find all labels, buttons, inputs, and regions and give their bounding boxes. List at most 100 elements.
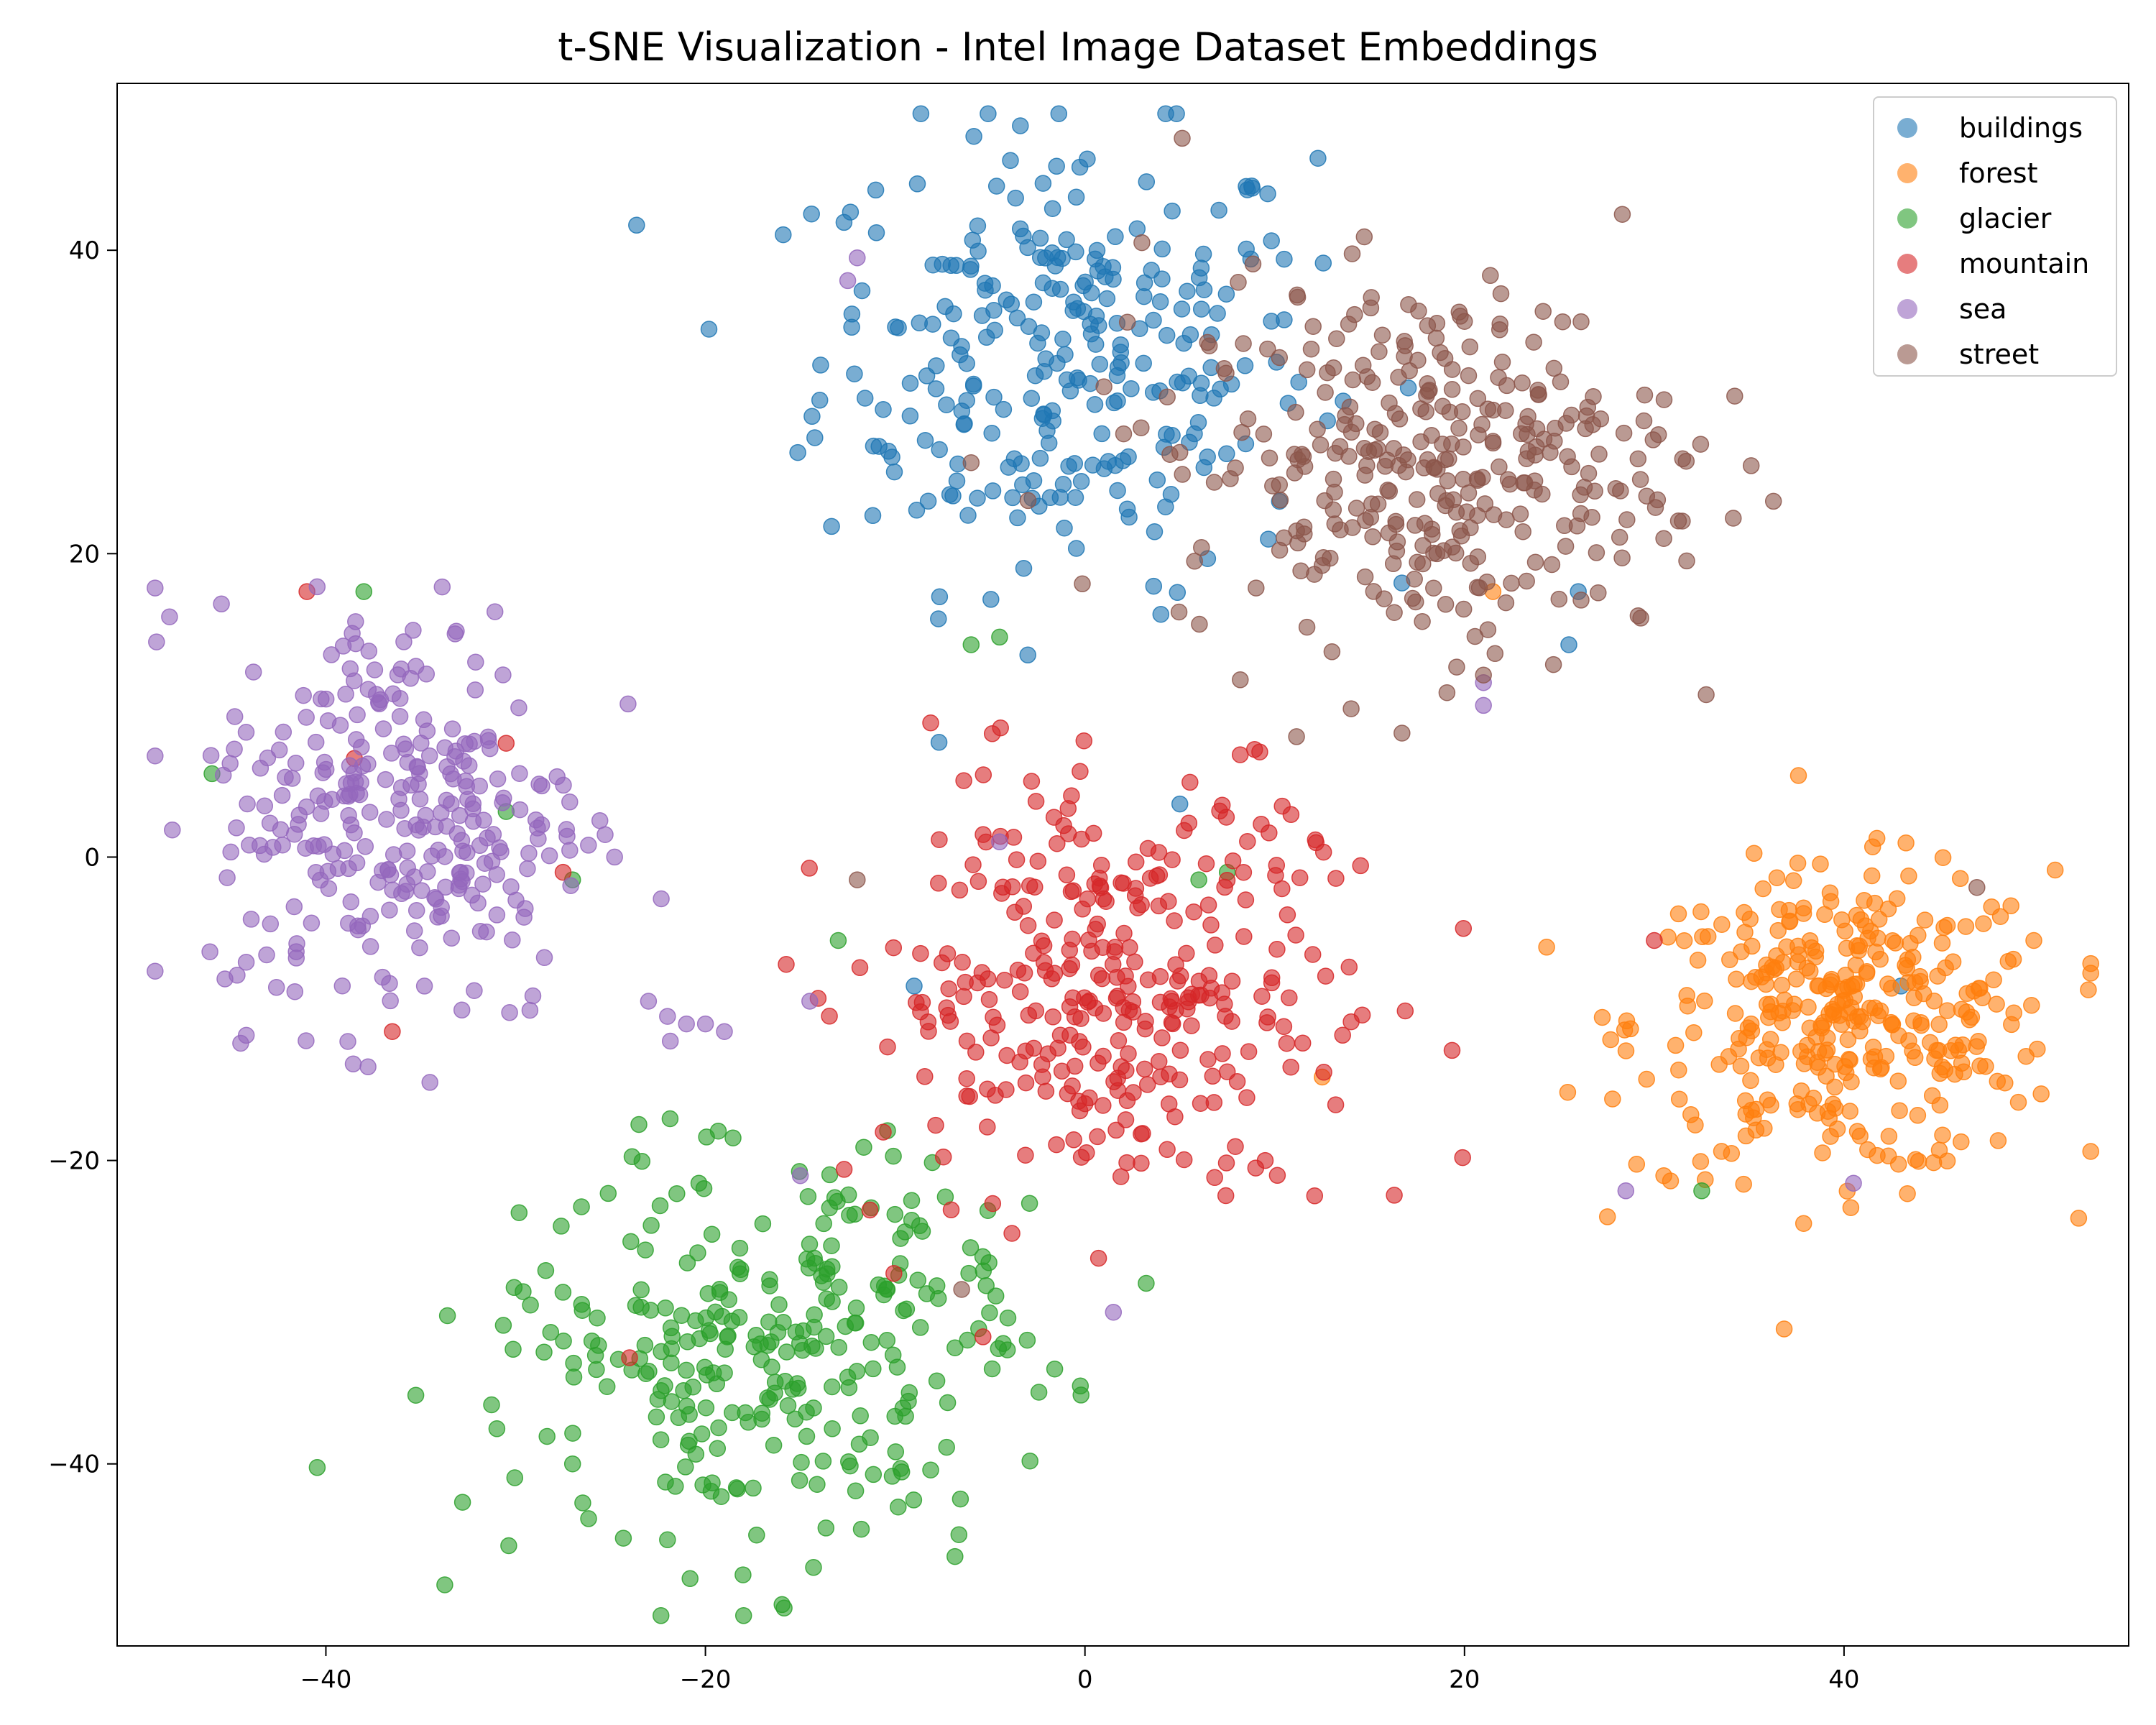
data-point-sea [340, 806, 357, 824]
data-point-buildings [1263, 313, 1280, 330]
data-point-sea [411, 939, 428, 957]
data-point-mountain [1396, 1002, 1414, 1020]
data-point-forest [1808, 1054, 1826, 1071]
data-point-forest [1988, 995, 2005, 1013]
data-point-glacier [977, 1276, 995, 1294]
data-point-sea [147, 962, 164, 980]
data-point-street [1493, 354, 1511, 371]
data-point-street [1354, 356, 1372, 374]
data-point-mountain [1095, 1047, 1112, 1065]
data-point-sea [337, 686, 354, 703]
data-point-forest [1909, 1107, 1927, 1124]
data-point-forest [1905, 989, 1923, 1006]
data-point-forest [1899, 951, 1917, 968]
data-point-glacier [745, 1338, 763, 1356]
data-point-mountain [384, 1023, 401, 1040]
data-point-forest [1841, 1103, 1858, 1120]
data-point-mountain [958, 1032, 976, 1050]
data-point-forest [1670, 1061, 1687, 1079]
data-point-mountain [1017, 1074, 1035, 1092]
data-point-sea [273, 786, 291, 804]
legend-item-glacier: glacier [1874, 196, 2116, 241]
data-point-forest [1775, 1320, 1793, 1338]
data-point-street [1469, 507, 1486, 524]
data-point-street [1095, 378, 1112, 395]
data-point-street [1376, 590, 1393, 607]
data-point-mountain [861, 1201, 879, 1219]
data-point-street [1550, 590, 1568, 608]
data-point-glacier [799, 1188, 817, 1205]
data-point-mountain [1340, 958, 1358, 976]
data-point-sea [678, 1015, 695, 1033]
data-point-buildings [984, 482, 1002, 500]
data-point-sea [391, 708, 409, 725]
legend-label: glacier [1959, 202, 2052, 234]
data-point-glacier [830, 1279, 848, 1296]
data-point-forest [1735, 1175, 1752, 1193]
data-point-buildings [930, 734, 948, 751]
data-point-street [1191, 615, 1208, 633]
data-point-sea [451, 806, 469, 824]
data-point-mountain [958, 1087, 975, 1105]
data-point-forest [1916, 911, 1934, 929]
data-point-glacier [753, 1404, 771, 1422]
data-point-sea [226, 740, 243, 758]
data-point-street [1438, 492, 1455, 510]
data-point-street [1343, 245, 1361, 262]
data-point-glacier [830, 1338, 847, 1356]
data-point-buildings [1152, 605, 1170, 623]
data-point-mountain [778, 955, 795, 973]
data-point-glacier [663, 1354, 680, 1371]
data-point-buildings [936, 298, 954, 316]
data-point-glacier [760, 1313, 778, 1330]
data-point-forest [2005, 1004, 2022, 1022]
data-point-street [1133, 419, 1150, 436]
data-point-street [1557, 538, 1575, 555]
data-point-forest [1934, 1126, 1951, 1144]
data-point-mountain [1095, 1097, 1112, 1114]
data-point-street [1473, 415, 1491, 433]
data-point-sea [696, 1015, 714, 1033]
data-point-forest [1856, 891, 1873, 909]
data-point-sea [312, 805, 330, 822]
data-point-sea [392, 778, 410, 796]
data-point-street [1360, 443, 1378, 460]
data-point-buildings [1135, 288, 1153, 305]
data-point-forest [1975, 915, 1992, 932]
data-point-sea [405, 922, 423, 939]
legend-item-buildings: buildings [1874, 105, 2116, 150]
data-point-mountain [1183, 1017, 1200, 1034]
data-point-buildings [1238, 240, 1255, 258]
data-point-mountain [930, 875, 947, 892]
data-point-sea [228, 819, 245, 837]
data-point-street [1461, 338, 1479, 356]
data-point-buildings [885, 463, 903, 481]
data-point-mountain [1023, 773, 1041, 790]
legend-item-sea: sea [1874, 286, 2116, 331]
x-tick-label: −40 [300, 1665, 352, 1694]
data-point-glacier [729, 1480, 746, 1498]
data-point-mountain [1281, 989, 1298, 1006]
data-point-street [1170, 603, 1188, 621]
data-point-street [1556, 517, 1573, 535]
data-point-glacier [852, 1520, 870, 1538]
data-point-glacier [724, 1404, 741, 1422]
data-point-forest [1834, 992, 1851, 1010]
data-point-mountain [1126, 953, 1143, 971]
data-point-mountain [973, 964, 991, 981]
data-point-street [1386, 604, 1403, 621]
data-point-glacier [775, 1313, 792, 1331]
data-point-buildings [908, 502, 926, 519]
data-point-glacier [729, 1259, 747, 1276]
data-point-sea [1475, 696, 1492, 714]
data-point-street [1968, 878, 1986, 896]
data-point-glacier [862, 1333, 880, 1351]
data-point-mountain [885, 1264, 903, 1282]
data-point-street [1638, 487, 1656, 505]
data-point-sea [270, 741, 288, 759]
data-point-street [1428, 315, 1446, 332]
data-point-buildings [908, 175, 926, 193]
data-point-street [1171, 443, 1189, 461]
data-point-mountain [938, 999, 955, 1016]
data-point-street [1470, 579, 1488, 597]
